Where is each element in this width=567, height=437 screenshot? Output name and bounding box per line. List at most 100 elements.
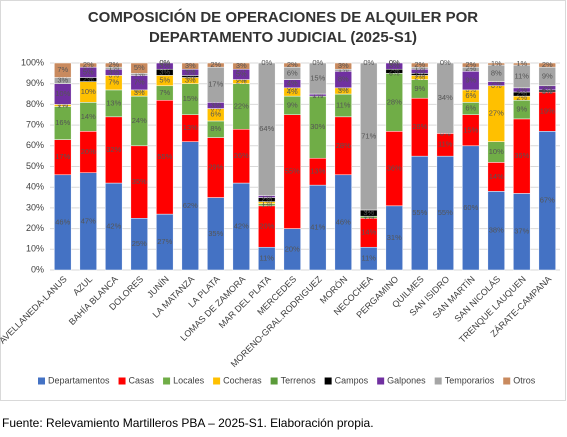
- data-label: 11%: [260, 254, 275, 263]
- data-label: 5%: [159, 76, 170, 85]
- legend-label: Campos: [335, 375, 369, 385]
- data-label: 55%: [157, 152, 172, 161]
- data-label: 3%: [159, 61, 170, 70]
- legend-label: Casas: [129, 375, 155, 385]
- data-label: 28%: [387, 97, 402, 106]
- data-label: 7%: [108, 78, 119, 87]
- bar-segment: [334, 62, 352, 70]
- data-label: 36%: [387, 164, 402, 173]
- y-tick-label: 60%: [26, 140, 44, 150]
- data-label: 32%: [106, 145, 121, 154]
- data-label: 1%: [185, 71, 196, 80]
- bar-segment: [487, 62, 505, 66]
- data-label: 7%: [134, 78, 145, 87]
- legend-swatch: [324, 377, 332, 385]
- data-label: 15%: [183, 94, 198, 103]
- data-label: 47%: [81, 216, 96, 225]
- legend-swatch: [434, 377, 442, 385]
- data-label: 37%: [514, 227, 529, 236]
- data-label: 46%: [336, 217, 351, 226]
- data-label: 11%: [362, 254, 377, 263]
- legend-label: Terrenos: [281, 375, 317, 385]
- data-label: 2%: [465, 64, 476, 73]
- y-tick-label: 70%: [26, 119, 44, 129]
- data-label: 1%: [338, 65, 349, 74]
- data-label: 19%: [540, 107, 555, 116]
- legend-label: Cocheras: [223, 375, 262, 385]
- data-label: 3%: [363, 208, 374, 217]
- data-label: 2%: [542, 83, 553, 92]
- y-tick-label: 20%: [26, 223, 44, 233]
- data-label: 2%: [414, 60, 425, 69]
- data-label: 3%: [389, 61, 400, 70]
- data-label: 10%: [489, 147, 504, 156]
- data-label: 29%: [208, 163, 223, 172]
- data-label: 46%: [55, 217, 70, 226]
- data-label: 6%: [465, 91, 476, 100]
- bar-segment: [283, 62, 301, 68]
- y-tick-label: 0%: [31, 264, 44, 274]
- data-label: 2%: [542, 60, 553, 69]
- data-label: 34%: [438, 93, 453, 102]
- y-tick-label: 10%: [26, 244, 44, 254]
- data-label: 4%: [287, 79, 298, 88]
- data-label: 14%: [81, 112, 96, 121]
- bar-segment: [513, 62, 531, 66]
- data-label: 2%: [516, 85, 527, 94]
- data-label: 6%: [210, 110, 221, 119]
- bar-segment: [105, 62, 123, 68]
- data-label: 5%: [134, 63, 145, 72]
- chart-subtitle: DEPARTAMENTO JUDICIAL (2025-S1): [149, 29, 417, 46]
- data-label: 1%: [414, 63, 425, 72]
- bar-segment: [232, 62, 250, 70]
- data-label: 9%: [516, 105, 527, 114]
- data-label: 0%: [363, 58, 374, 67]
- data-label: 8%: [491, 68, 502, 77]
- data-label: 2%: [108, 60, 119, 69]
- bar-segment: [258, 62, 276, 196]
- footnote: Fuente: Relevamiento Martilleros PBA – 2…: [2, 416, 374, 430]
- data-label: 20%: [259, 222, 274, 231]
- data-label: 0%: [389, 58, 400, 67]
- y-tick-label: 90%: [26, 78, 44, 88]
- data-label: 22%: [234, 101, 249, 110]
- legend-swatch: [163, 377, 171, 385]
- legend-swatch: [213, 377, 221, 385]
- data-label: 3%: [57, 76, 68, 85]
- data-label: 2%: [83, 60, 94, 69]
- data-label: 8%: [338, 75, 349, 84]
- data-label: 2%: [83, 75, 94, 84]
- bar-segment: [538, 62, 556, 68]
- data-label: 26%: [234, 151, 249, 160]
- data-label: 0%: [159, 58, 170, 67]
- legend-label: Temporarios: [445, 375, 495, 385]
- data-label: 15%: [463, 125, 478, 134]
- data-label: 2%: [491, 79, 502, 88]
- y-tick-label: 80%: [26, 99, 44, 109]
- data-label: 3%: [159, 67, 170, 76]
- bar-segment: [54, 62, 72, 78]
- data-label: 42%: [106, 222, 121, 231]
- chart-title: COMPOSICIÓN DE OPERACIONES DE ALQUILER P…: [88, 8, 478, 26]
- data-label: 3%: [108, 67, 119, 76]
- data-label: 55%: [285, 167, 300, 176]
- data-label: 62%: [183, 201, 198, 210]
- data-label: 3%: [338, 86, 349, 95]
- bar-segment: [181, 62, 199, 70]
- data-label: 1%: [414, 69, 425, 78]
- y-tick-label: 40%: [26, 182, 44, 192]
- legend-swatch: [118, 377, 126, 385]
- data-label: 11%: [438, 140, 453, 149]
- data-label: 30%: [310, 122, 325, 131]
- data-label: 60%: [463, 203, 478, 212]
- bar-segment: [385, 62, 403, 70]
- bar-segment: [207, 62, 225, 68]
- data-label: 35%: [132, 177, 147, 186]
- y-tick-label: 50%: [26, 161, 44, 171]
- data-label: 1%: [261, 200, 272, 209]
- data-label: 15%: [310, 74, 325, 83]
- data-label: 25%: [132, 239, 147, 248]
- data-label: 42%: [234, 222, 249, 231]
- data-label: 67%: [540, 196, 555, 205]
